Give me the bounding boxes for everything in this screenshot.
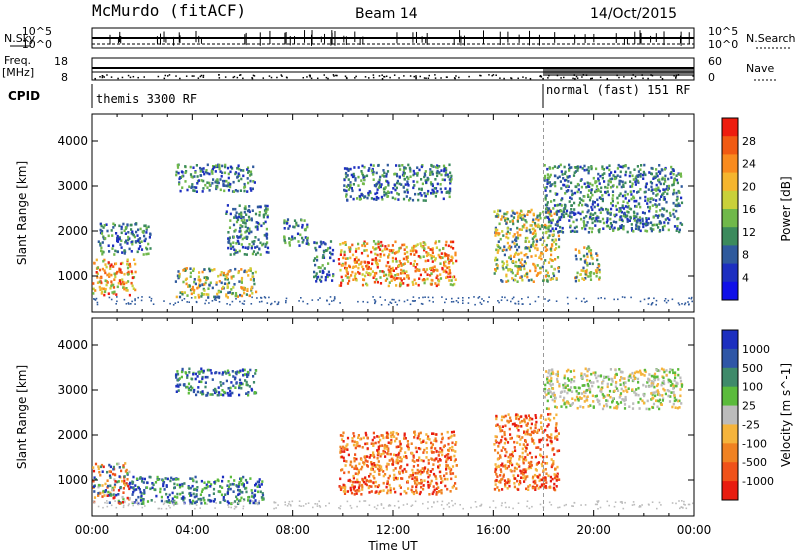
y-axis-label: Slant Range [km] <box>15 365 29 469</box>
cpid-segment-2: normal (fast) 151 RF <box>546 83 691 97</box>
colorbar-tick-label: 8 <box>742 249 749 262</box>
cpid-segment-1: themis 3300 RF <box>96 92 197 106</box>
colorbar-tick-label: -100 <box>742 437 767 450</box>
colorbar-label: Velocity [m s^-1] <box>779 363 793 467</box>
colorbar-tick-label: 4 <box>742 271 749 284</box>
nsky-trace <box>92 30 694 46</box>
nsky-label: N.Sky <box>4 32 36 45</box>
colorbar-tick-label: 16 <box>742 203 756 216</box>
y-tick-label: 4000 <box>57 338 88 352</box>
x-tick-label: 20:00 <box>576 523 611 537</box>
y-tick-label: 1000 <box>57 269 88 283</box>
colorbar-tick-label: -500 <box>742 456 767 469</box>
nsearch-tick-bottom: 10^0 <box>708 38 738 51</box>
colorbar-tick-label: 12 <box>742 226 756 239</box>
y-tick-label: 3000 <box>57 383 88 397</box>
station-title: McMurdo (fitACF) <box>92 1 246 20</box>
y-tick-label: 2000 <box>57 224 88 238</box>
y-tick-label: 1000 <box>57 473 88 487</box>
colorbar-tick-label: 24 <box>742 158 756 171</box>
colorbar-tick-label: 20 <box>742 180 756 193</box>
cpid-label: CPID <box>8 89 40 103</box>
colorbar-tick-label: -1000 <box>742 475 774 488</box>
freq-unit: [MHz] <box>2 66 34 79</box>
freq-trace <box>92 68 694 79</box>
nave-label: Nave <box>746 62 774 75</box>
freq-tick-top: 18 <box>54 55 68 68</box>
panel-frame <box>92 114 694 312</box>
x-tick-label: 12:00 <box>376 523 411 537</box>
colorbar-tick-label: -25 <box>742 418 760 431</box>
nave-tick-bottom: 0 <box>708 71 715 84</box>
nave-tick-top: 60 <box>708 55 722 68</box>
nsearch-tick-top: 10^5 <box>708 25 738 38</box>
power-panel: 1000 2000 3000 4000 Slant Range [km] 28 24 20 16… <box>15 114 793 312</box>
colorbar-tick-label: 28 <box>742 135 756 148</box>
x-tick-label: 00:00 <box>75 523 110 537</box>
y-axis-label: Slant Range [km] <box>15 161 29 265</box>
freq-tick-bottom: 8 <box>61 71 68 84</box>
date-title: 14/Oct/2015 <box>590 6 677 22</box>
y-tick-label: 2000 <box>57 428 88 442</box>
velocity-colorbar: 1000 500 100 25 -25 -100 -500 -1000 Velocity [m … <box>722 330 793 501</box>
x-tick-label: 16:00 <box>476 523 511 537</box>
time-axis-label: Time UT <box>367 539 418 553</box>
y-tick-label: 4000 <box>57 134 88 148</box>
colorbar-tick-label: 100 <box>742 381 763 394</box>
y-tick-label: 3000 <box>57 179 88 193</box>
colorbar-tick-label: 25 <box>742 400 756 413</box>
x-tick-label: 08:00 <box>275 523 310 537</box>
x-tick-label: 04:00 <box>175 523 210 537</box>
power-colorbar: 28 24 20 16 12 8 4 Power [dB] <box>722 118 793 301</box>
colorbar-tick-label: 1000 <box>742 343 770 356</box>
beam-title: Beam 14 <box>355 6 418 22</box>
x-tick-label: 00:00 <box>677 523 712 537</box>
colorbar-label: Power [dB] <box>779 176 793 241</box>
colorbar-tick-label: 500 <box>742 362 763 375</box>
nsearch-label: N.Search <box>746 32 796 45</box>
time-axis: 00:00 04:00 08:00 12:00 16:00 20:00 00:00 <box>75 523 712 537</box>
